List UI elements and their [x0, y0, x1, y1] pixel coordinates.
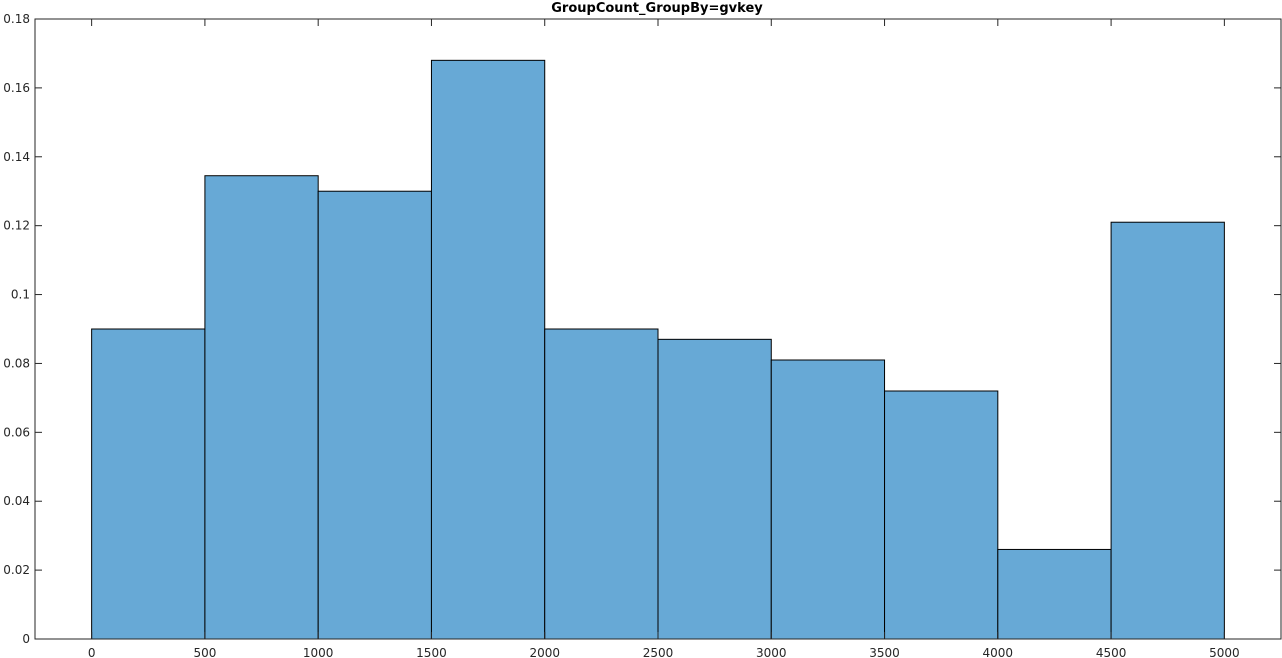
y-tick-label: 0.02	[3, 563, 30, 577]
histogram-bar	[884, 390, 999, 640]
histogram-bar	[204, 175, 319, 640]
x-tick-labels: 0 500 1000 1500 2000 2500 3000 3500 4000 4500 5000	[88, 646, 1240, 658]
x-tick-label: 4000	[983, 646, 1014, 658]
histogram-bar	[91, 328, 206, 640]
histogram-bar	[544, 328, 659, 640]
histogram-bar	[1110, 221, 1225, 640]
x-tick-label: 2500	[643, 646, 674, 658]
x-tick-label: 1500	[416, 646, 447, 658]
x-tick-label: 3000	[756, 646, 787, 658]
histogram-bar	[997, 548, 1112, 640]
y-tick-label: 0.14	[3, 150, 30, 164]
x-tick-label: 3500	[869, 646, 900, 658]
histogram-bar	[317, 190, 432, 640]
y-tick-label: 0.04	[3, 494, 30, 508]
y-tick-label: 0	[22, 632, 30, 646]
y-tick-label: 0.08	[3, 356, 30, 370]
histogram-bar	[430, 59, 546, 640]
y-tick-label: 0.06	[3, 425, 30, 439]
x-tick-label: 1000	[303, 646, 334, 658]
y-tick-label: 0.18	[3, 12, 30, 26]
histogram-bar	[657, 338, 772, 640]
x-tick-label: 2000	[529, 646, 560, 658]
plot-frame	[34, 18, 1282, 640]
bars-group	[91, 59, 1225, 640]
x-tick-label: 4500	[1096, 646, 1127, 658]
y-tick-label: 0.12	[3, 219, 30, 233]
x-tick-label: 5000	[1209, 646, 1240, 658]
chart-title: GroupCount_GroupBy=gvkey	[551, 1, 763, 16]
y-tick-label: 0.16	[3, 81, 30, 95]
x-tick-label: 500	[193, 646, 216, 658]
x-tick-label: 0	[88, 646, 96, 658]
y-tick-labels: 0 0.02 0.04 0.06 0.08 0.1 0.12 0.14 0.16 0.18	[3, 12, 30, 646]
histogram-bar	[770, 359, 886, 640]
y-tick-label: 0.1	[11, 288, 30, 302]
